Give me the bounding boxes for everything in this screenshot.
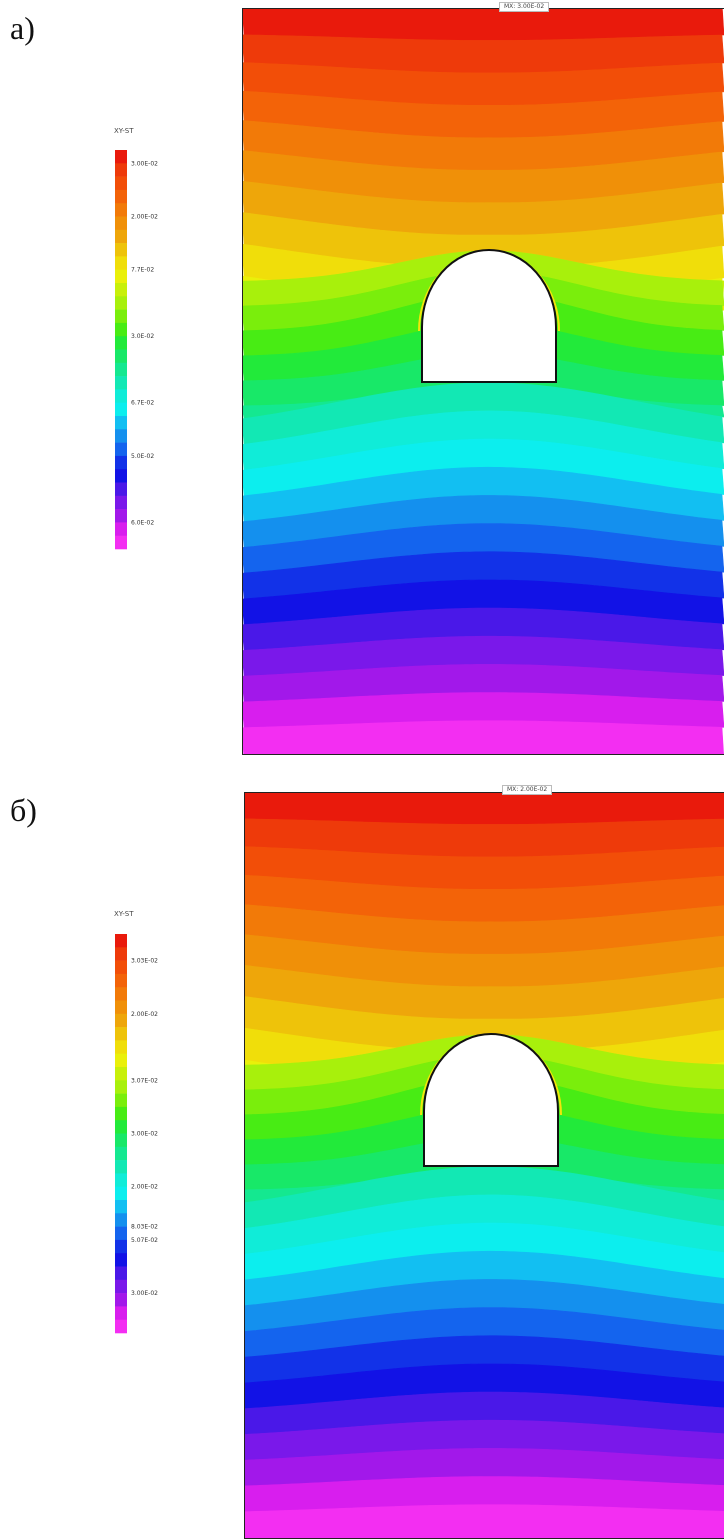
color-legend: 3.00E-02 2.00E-02 7.7E-02 3.0E-02 6.7E-02 5.0… [115,150,158,550]
legend-swatch [115,389,127,403]
panel-label: а) [10,10,35,46]
legend-swatch [115,376,127,390]
legend-swatch [115,1306,127,1320]
legend-swatch [115,256,127,270]
legend-swatch [115,1120,127,1134]
panel-label: б) [10,792,37,828]
legend-tick-label: 3.07E-02 [131,1077,158,1084]
legend-tick-label: 5.07E-02 [131,1237,158,1244]
max-value-tag: MX: 2.00E-02 [502,785,553,795]
stress-contour-plot [244,792,724,1539]
legend-tick-label: 2.00E-02 [131,1011,158,1018]
stress-contour-plot [242,8,724,755]
legend-swatch [115,1067,127,1081]
legend-swatch [115,469,127,483]
legend-swatch [115,1146,127,1161]
panel-a: а) XY-ST 3.00E-02 2.00E-02 7.7E-02 3.0E-02 6… [10,2,724,755]
legend-swatch [115,416,127,430]
plot-frame [242,8,724,755]
legend-swatch [115,216,127,231]
legend-swatch [115,1040,127,1054]
legend-swatch [115,1319,127,1334]
legend-swatch [115,283,127,297]
legend-tick-label: 2.00E-02 [131,214,158,221]
legend-swatch [115,1080,127,1094]
legend-tick-label: 3.00E-02 [131,160,158,167]
legend-swatch [115,1266,127,1281]
legend-swatch [115,947,127,961]
legend-swatch [115,243,127,257]
legend-swatch [115,455,127,470]
legend-title: XY-ST [114,127,134,135]
legend-swatch [115,1279,127,1294]
legend-swatch [115,1093,127,1108]
legend-swatch [115,189,127,204]
legend-tick-label: 6.7E-02 [131,400,154,407]
legend-swatch [115,522,127,536]
legend-swatch [115,336,127,350]
legend-swatch [115,1053,127,1068]
legend-tick-label: 3.00E-02 [131,1131,158,1138]
legend-swatch [115,176,127,191]
legend-swatch [115,535,127,550]
legend-swatch [115,402,127,417]
contour-bands [242,8,724,755]
legend-tick-label: 7.7E-02 [131,267,154,274]
legend-swatch [115,1226,127,1241]
legend-tick-label: 3.0E-02 [131,333,154,340]
tunnel-opening [423,1033,559,1167]
legend-swatch [115,1173,127,1187]
legend-swatch [115,1186,127,1201]
legend-swatch [115,1106,127,1121]
legend-swatch [115,482,127,497]
tunnel-opening [421,249,557,383]
legend-swatch [115,1239,127,1254]
legend-swatch [115,495,127,510]
legend-swatch [115,229,127,244]
legend-swatch [115,150,127,164]
legend-swatch [115,429,127,443]
contour-band [242,8,724,41]
legend-swatch [115,322,127,337]
legend-swatch [115,1027,127,1041]
contour-band [244,792,724,825]
legend-swatch [115,1160,127,1174]
legend-swatch [115,1253,127,1267]
panel-b: б) XY-ST 3.03E-02 2.00E-02 3.07E-02 3.00E-0… [0,780,724,1539]
legend-swatch [115,987,127,1001]
legend-swatch [115,362,127,377]
legend-swatch [115,442,127,457]
legend-tick-label: 5.0E-02 [131,453,154,460]
legend-tick-label: 3.03E-02 [131,958,158,965]
legend-swatch [115,960,127,975]
legend-swatch [115,1013,127,1028]
legend-tick-label: 3.00E-02 [131,1290,158,1297]
contour-band [242,720,724,755]
legend-swatch [115,309,127,324]
legend-swatch [115,509,127,523]
legend-swatch [115,269,127,284]
color-legend: 3.03E-02 2.00E-02 3.07E-02 3.00E-02 2.00E-02… [115,934,158,1334]
legend-swatch [115,1213,127,1227]
legend-swatch [115,973,127,988]
legend-swatch [115,203,127,217]
legend-swatch [115,349,127,364]
legend-swatch [115,296,127,310]
legend-swatch [115,1200,127,1214]
legend-tick-label: 6.0E-02 [131,519,154,526]
legend-tick-label: 2.00E-02 [131,1184,158,1191]
legend-swatch [115,163,127,177]
legend-tick-label: 8.03E-02 [131,1224,158,1231]
legend-swatch [115,1133,127,1148]
contour-band [244,1504,724,1539]
legend-swatch [115,1293,127,1307]
legend-swatch [115,1000,127,1015]
max-value-tag: MX: 3.00E-02 [499,2,550,12]
legend-title: XY-ST [114,910,134,918]
legend-swatch [115,934,127,948]
contour-bands [244,792,724,1539]
